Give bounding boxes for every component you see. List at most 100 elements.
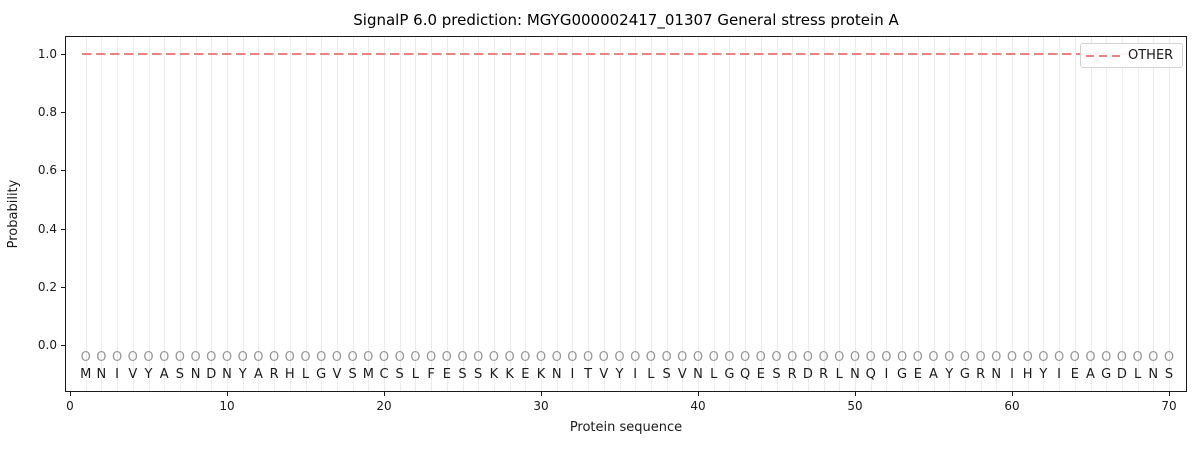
- gridline: [1027, 37, 1029, 391]
- residue-letter: V: [677, 367, 687, 382]
- residue-letter: K: [489, 367, 499, 382]
- residue-letter: G: [1101, 367, 1112, 382]
- gridline: [274, 37, 276, 391]
- gridline: [164, 37, 166, 391]
- x-tick-label: 0: [66, 399, 74, 413]
- residue-marker-O: O: [284, 350, 295, 365]
- residue-letter: A: [253, 367, 263, 382]
- residue-marker-O: O: [221, 350, 233, 365]
- gridline: [1043, 37, 1045, 391]
- gridline: [85, 37, 87, 391]
- residue-marker-O: O: [488, 350, 500, 365]
- residue-letter: V: [128, 367, 138, 382]
- residue-letter: G: [724, 367, 735, 382]
- residue-letter: N: [551, 367, 562, 382]
- x-tick-label: 50: [847, 399, 863, 413]
- residue-letter: N: [1148, 367, 1159, 382]
- x-tick-mark: [70, 392, 71, 396]
- y-tick-mark: [61, 54, 65, 55]
- gridline: [635, 37, 637, 391]
- residue-marker-O: O: [849, 350, 861, 365]
- residue-marker-O: O: [111, 350, 123, 365]
- residue-letter: R: [976, 367, 986, 382]
- residue-marker-O: O: [1132, 350, 1143, 365]
- gridline: [148, 37, 150, 391]
- residue-marker-O: O: [378, 350, 390, 365]
- gridline: [698, 37, 699, 391]
- gridline: [823, 37, 825, 391]
- residue-marker-O: O: [1069, 350, 1080, 365]
- residue-marker-O: O: [520, 350, 531, 365]
- residue-letter: Y: [945, 367, 954, 382]
- residue-letter: L: [1133, 367, 1142, 382]
- residue-letter: G: [959, 367, 970, 382]
- x-tick-label: 40: [690, 399, 706, 413]
- gridline: [855, 37, 856, 391]
- gridline: [556, 37, 558, 391]
- gridline: [760, 37, 762, 391]
- gridline: [117, 37, 119, 391]
- gridline: [195, 37, 197, 391]
- residue-marker-O: O: [630, 350, 641, 365]
- legend-dashed-line-sample: [1086, 54, 1120, 57]
- x-tick-mark: [541, 392, 542, 396]
- residue-marker-O: O: [708, 350, 719, 365]
- other-probability-line: [82, 53, 1172, 55]
- x-tick-label: 20: [376, 399, 392, 413]
- residue-marker-O: O: [865, 350, 876, 365]
- x-tick-mark: [227, 392, 228, 396]
- gridline: [368, 37, 370, 391]
- gridline: [1169, 37, 1170, 391]
- residue-letter: E: [756, 367, 765, 382]
- residue-letter: H: [284, 367, 295, 382]
- residue-letter: I: [884, 367, 889, 382]
- residue-letter: Q: [865, 367, 876, 382]
- residue-letter: I: [570, 367, 575, 382]
- residue-marker-O: O: [410, 350, 421, 365]
- gridline: [1059, 37, 1061, 391]
- residue-marker-O: O: [174, 350, 186, 365]
- residue-letter: Y: [1039, 367, 1048, 382]
- gridline: [462, 37, 464, 391]
- residue-marker-O: O: [425, 350, 437, 365]
- residue-marker-O: O: [1116, 350, 1128, 365]
- residue-marker-O: O: [582, 350, 594, 365]
- residue-letter: N: [991, 367, 1002, 382]
- residue-marker-O: O: [944, 350, 955, 365]
- residue-marker-O: O: [268, 350, 280, 365]
- residue-letter: M: [80, 367, 92, 382]
- x-tick-label: 70: [1161, 399, 1177, 413]
- residue-marker-O: O: [143, 350, 154, 365]
- gridline: [431, 37, 433, 391]
- gridline: [211, 37, 213, 391]
- residue-marker-O: O: [1085, 350, 1096, 365]
- residue-marker-O: O: [80, 350, 91, 365]
- residue-letter: S: [395, 367, 404, 382]
- residue-marker-O: O: [896, 350, 908, 365]
- residue-marker-O: O: [1101, 350, 1112, 365]
- gridline: [933, 37, 935, 391]
- gridline: [886, 37, 888, 391]
- gridline: [352, 37, 354, 391]
- gridline: [619, 37, 621, 391]
- residue-marker-O: O: [457, 350, 468, 365]
- residue-marker-O: O: [300, 350, 311, 365]
- x-axis-label: Protein sequence: [569, 420, 683, 435]
- residue-marker-O: O: [834, 350, 845, 365]
- residue-letter: I: [115, 367, 120, 382]
- y-tick-mark: [61, 345, 65, 346]
- residue-letter: S: [175, 367, 185, 382]
- gridline: [493, 37, 495, 391]
- gridline: [792, 37, 794, 391]
- chart-title: SignalP 6.0 prediction: MGYG000002417_01…: [353, 11, 899, 29]
- residue-letter: A: [159, 367, 169, 382]
- gridline: [446, 37, 448, 391]
- residue-letter: R: [787, 367, 797, 382]
- residue-marker-O: O: [614, 350, 625, 365]
- residue-letter: A: [929, 367, 938, 382]
- gridline: [258, 37, 260, 391]
- plot-area: [65, 36, 1187, 392]
- residue-letter: L: [710, 367, 718, 382]
- gridline: [1121, 37, 1123, 391]
- residue-letter: Y: [238, 367, 247, 382]
